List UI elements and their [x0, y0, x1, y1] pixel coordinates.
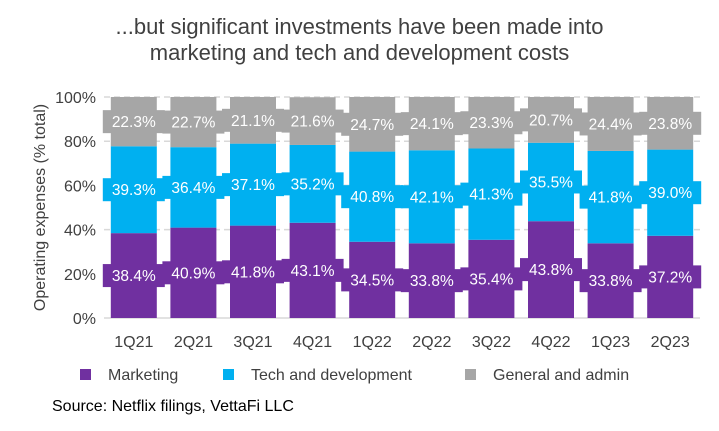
data-label-gna: 24.4% [589, 116, 633, 133]
data-label-box-marketing [341, 268, 404, 292]
data-label-gna: 24.1% [410, 116, 454, 133]
data-label-tech: 35.2% [291, 176, 335, 193]
data-label-marketing: 43.1% [291, 263, 335, 280]
data-label-box-gna [341, 112, 404, 136]
data-label-marketing: 43.8% [529, 262, 573, 279]
data-label-box-gna [222, 108, 284, 132]
data-label-box-tech [639, 181, 702, 205]
data-label-tech: 39.0% [648, 185, 692, 202]
data-label-gna: 22.3% [112, 114, 156, 131]
data-label-box-marketing [639, 265, 702, 289]
x-tick-label: 2Q23 [651, 334, 690, 351]
data-label-gna: 21.1% [231, 113, 275, 130]
data-label-box-tech [162, 175, 225, 199]
chart-title: ...but significant investments have been… [0, 14, 719, 66]
legend-label-gna: General and admin [493, 367, 629, 384]
y-tick-label: 40% [64, 223, 96, 240]
data-label-box-marketing [222, 260, 284, 284]
x-tick-label: 2Q21 [174, 334, 213, 351]
data-label-box-tech [102, 178, 165, 202]
data-label-box-tech [281, 172, 344, 196]
y-tick-label: 0% [73, 311, 96, 328]
data-label-marketing: 38.4% [112, 268, 156, 285]
data-label-box-gna [162, 110, 225, 134]
data-label-box-gna [281, 109, 344, 133]
data-label-box-marketing [102, 264, 165, 288]
source-note: Source: Netflix filings, VettaFi LLC [52, 398, 294, 415]
data-label-box-gna [400, 112, 463, 136]
data-label-marketing: 37.2% [648, 269, 692, 286]
data-label-marketing: 33.8% [589, 273, 633, 290]
data-label-marketing: 35.4% [469, 271, 513, 288]
data-label-box-tech [520, 170, 582, 194]
data-label-box-gna [520, 108, 582, 132]
data-label-gna: 24.7% [350, 117, 394, 134]
data-label-tech: 35.5% [529, 174, 573, 191]
data-label-box-tech [341, 185, 404, 209]
data-label-box-gna [639, 111, 702, 135]
data-label-box-tech [222, 173, 284, 197]
chart-title-line-1: ...but significant investments have been… [115, 14, 604, 39]
x-tick-label: 4Q21 [293, 334, 332, 351]
data-label-gna: 23.8% [648, 116, 692, 133]
data-label-box-marketing [400, 269, 463, 293]
x-tick-label: 1Q22 [353, 334, 392, 351]
x-tick-label: 1Q23 [591, 334, 630, 351]
data-label-box-marketing [460, 267, 523, 291]
legend-swatch-gna [465, 369, 476, 380]
x-tick-label: 2Q22 [412, 334, 451, 351]
data-label-tech: 41.8% [589, 190, 633, 207]
data-label-box-gna [579, 112, 642, 136]
data-label-box-marketing [281, 258, 344, 282]
y-tick-label: 60% [64, 178, 96, 195]
legend-swatch-tech [223, 369, 234, 380]
data-label-marketing: 40.9% [171, 265, 215, 282]
data-label-box-tech [400, 185, 463, 209]
data-label-tech: 39.3% [112, 182, 156, 199]
y-tick-label: 80% [64, 134, 96, 151]
y-axis-title: Operating expenses (% total) [32, 104, 49, 311]
x-tick-label: 1Q21 [114, 334, 153, 351]
legend-label-marketing: Marketing [108, 367, 178, 384]
data-label-gna: 20.7% [529, 112, 573, 129]
data-label-tech: 40.8% [350, 189, 394, 206]
data-label-box-gna [102, 110, 165, 134]
legend-swatch-marketing [80, 369, 91, 380]
x-tick-label: 4Q22 [531, 334, 570, 351]
data-label-box-tech [460, 182, 523, 206]
y-tick-label: 20% [64, 267, 96, 284]
x-tick-label: 3Q21 [233, 334, 272, 351]
data-label-gna: 23.3% [469, 115, 513, 132]
data-label-gna: 22.7% [171, 115, 215, 132]
x-tick-label: 3Q22 [472, 334, 511, 351]
data-label-marketing: 33.8% [410, 273, 454, 290]
legend-label-tech: Tech and development [251, 367, 413, 384]
data-label-tech: 37.1% [231, 177, 275, 194]
chart-title-line-2: marketing and tech and development costs [149, 40, 570, 65]
data-label-marketing: 34.5% [350, 272, 394, 289]
data-label-tech: 36.4% [171, 180, 215, 197]
data-label-tech: 42.1% [410, 189, 454, 206]
data-label-marketing: 41.8% [231, 264, 275, 281]
data-label-gna: 21.6% [291, 114, 335, 131]
y-tick-label: 100% [55, 90, 96, 107]
data-label-box-marketing [579, 269, 642, 293]
data-label-box-gna [460, 111, 523, 135]
data-label-box-tech [579, 185, 642, 209]
data-label-tech: 41.3% [469, 187, 513, 204]
data-label-box-marketing [520, 258, 582, 282]
data-label-box-marketing [162, 261, 225, 285]
